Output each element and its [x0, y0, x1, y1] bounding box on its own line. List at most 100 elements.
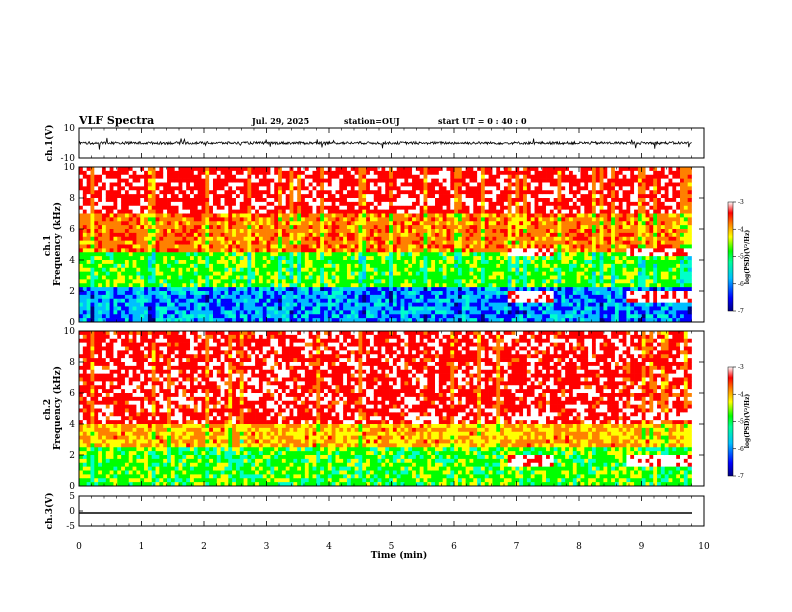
spectrogram-cell: [170, 205, 176, 210]
spectrogram-cell: [331, 275, 336, 280]
spectrogram-cell: [216, 201, 221, 207]
spectrogram-cell: [121, 205, 126, 210]
spectrogram-cell: [193, 178, 199, 183]
spectrogram-cell: [373, 229, 378, 234]
spectrogram-cell: [144, 267, 149, 272]
spectrogram-cell: [235, 205, 241, 210]
spectrogram-cell: [530, 310, 535, 315]
spectrogram-cell: [243, 240, 248, 245]
spectrogram-cell: [163, 260, 168, 265]
spectrogram-cell: [549, 225, 555, 230]
spectrogram-cell: [366, 217, 371, 222]
spectrogram-cell: [442, 182, 447, 187]
spectrogram-cell: [174, 240, 179, 245]
spectrogram-cell: [232, 263, 237, 269]
spectrogram-cell: [251, 190, 256, 195]
spectrogram-cell: [419, 314, 424, 319]
spectrogram-cell: [549, 170, 555, 176]
spectrogram-cell: [155, 310, 160, 315]
spectrogram-cell: [457, 170, 463, 176]
spectrogram-cell: [519, 248, 524, 253]
spectrogram-cell: [197, 318, 202, 323]
spectrogram-cell: [350, 167, 355, 172]
spectrogram-cell: [392, 263, 398, 269]
spectrogram-cell: [297, 229, 302, 234]
spectrogram-cell: [435, 248, 440, 253]
spectrogram-cell: [500, 221, 505, 226]
spectrogram-cell: [442, 221, 447, 226]
spectrogram-cell: [258, 294, 264, 300]
spectrogram-cell: [243, 248, 248, 253]
spectrogram-cell: [140, 236, 145, 241]
spectrogram-cell: [316, 167, 321, 172]
spectrogram-cell: [316, 186, 321, 191]
spectrogram-cell: [511, 170, 516, 176]
spectrogram-cell: [220, 271, 225, 276]
spectrogram-cell: [354, 252, 359, 257]
spectrogram-cell: [473, 256, 478, 261]
spectrogram-cell: [167, 260, 172, 265]
spectrogram-cell: [140, 283, 145, 288]
spectrogram-cell: [197, 310, 202, 315]
spectrogram-cell: [124, 209, 130, 214]
spectrogram-cell: [235, 267, 241, 272]
spectrogram-cell: [247, 213, 252, 218]
spectrogram-cell: [297, 279, 302, 284]
spectrogram-cell: [140, 294, 145, 300]
spectrogram-cell: [278, 310, 283, 315]
spectrogram-cell: [327, 287, 333, 292]
spectrogram-cell: [220, 283, 225, 288]
spectrogram-cell: [113, 248, 118, 253]
spectrogram-cell: [408, 236, 413, 241]
spectrogram-cell: [503, 174, 509, 179]
spectrogram-cell: [90, 291, 95, 296]
spectrogram-cell: [431, 298, 436, 303]
spectrogram-cell: [469, 260, 474, 265]
spectrogram-cell: [503, 178, 509, 183]
spectrogram-cell: [488, 252, 493, 257]
spectrogram-cell: [193, 201, 199, 207]
spectrogram-cell: [251, 263, 256, 269]
spectrogram-cell: [461, 298, 466, 303]
spectrogram-cell: [121, 260, 126, 265]
spectrogram-cell: [190, 294, 195, 300]
spectrogram-cell: [312, 267, 317, 272]
spectrogram-cell: [389, 240, 394, 245]
spectrogram-cell: [174, 248, 179, 253]
spectrogram-cell: [113, 167, 118, 172]
spectrogram-cell: [239, 302, 244, 307]
spectrogram-cell: [446, 229, 451, 234]
spectrogram-cell: [289, 190, 294, 195]
spectrogram-cell: [373, 201, 378, 207]
spectrogram-cell: [121, 174, 126, 179]
spectrogram-cell: [373, 275, 378, 280]
spectrogram-cell: [369, 240, 375, 245]
spectrogram-cell: [235, 279, 241, 284]
spectrogram-cell: [412, 283, 417, 288]
spectrogram-cell: [163, 291, 168, 296]
spectrogram-cell: [144, 310, 149, 315]
spectrogram-cell: [220, 186, 225, 191]
spectrogram-cell: [147, 221, 153, 226]
spectrogram-cell: [339, 291, 344, 296]
spectrogram-cell: [526, 198, 532, 203]
spectrogram-cell: [519, 310, 524, 315]
spectrogram-cell: [255, 252, 260, 257]
spectrogram-cell: [457, 178, 463, 183]
spectrogram-cell: [435, 225, 440, 230]
spectrogram-cell: [431, 306, 436, 311]
spectrogram-cell: [392, 213, 398, 218]
spectrogram-cell: [415, 170, 421, 176]
spectrogram-cell: [343, 167, 348, 172]
spectrogram-cell: [281, 229, 287, 234]
spectrogram-cell: [350, 232, 355, 238]
spectrogram-cell: [392, 178, 398, 183]
spectrogram-cell: [389, 294, 394, 300]
spectrogram-cell: [124, 260, 130, 265]
spectrogram-cell: [212, 318, 218, 323]
spectrogram-cell: [216, 287, 221, 292]
spectrogram-cell: [82, 244, 88, 249]
spectrogram-cell: [431, 287, 436, 292]
spectrogram-cell: [159, 287, 164, 292]
spectrogram-cell: [515, 232, 520, 238]
